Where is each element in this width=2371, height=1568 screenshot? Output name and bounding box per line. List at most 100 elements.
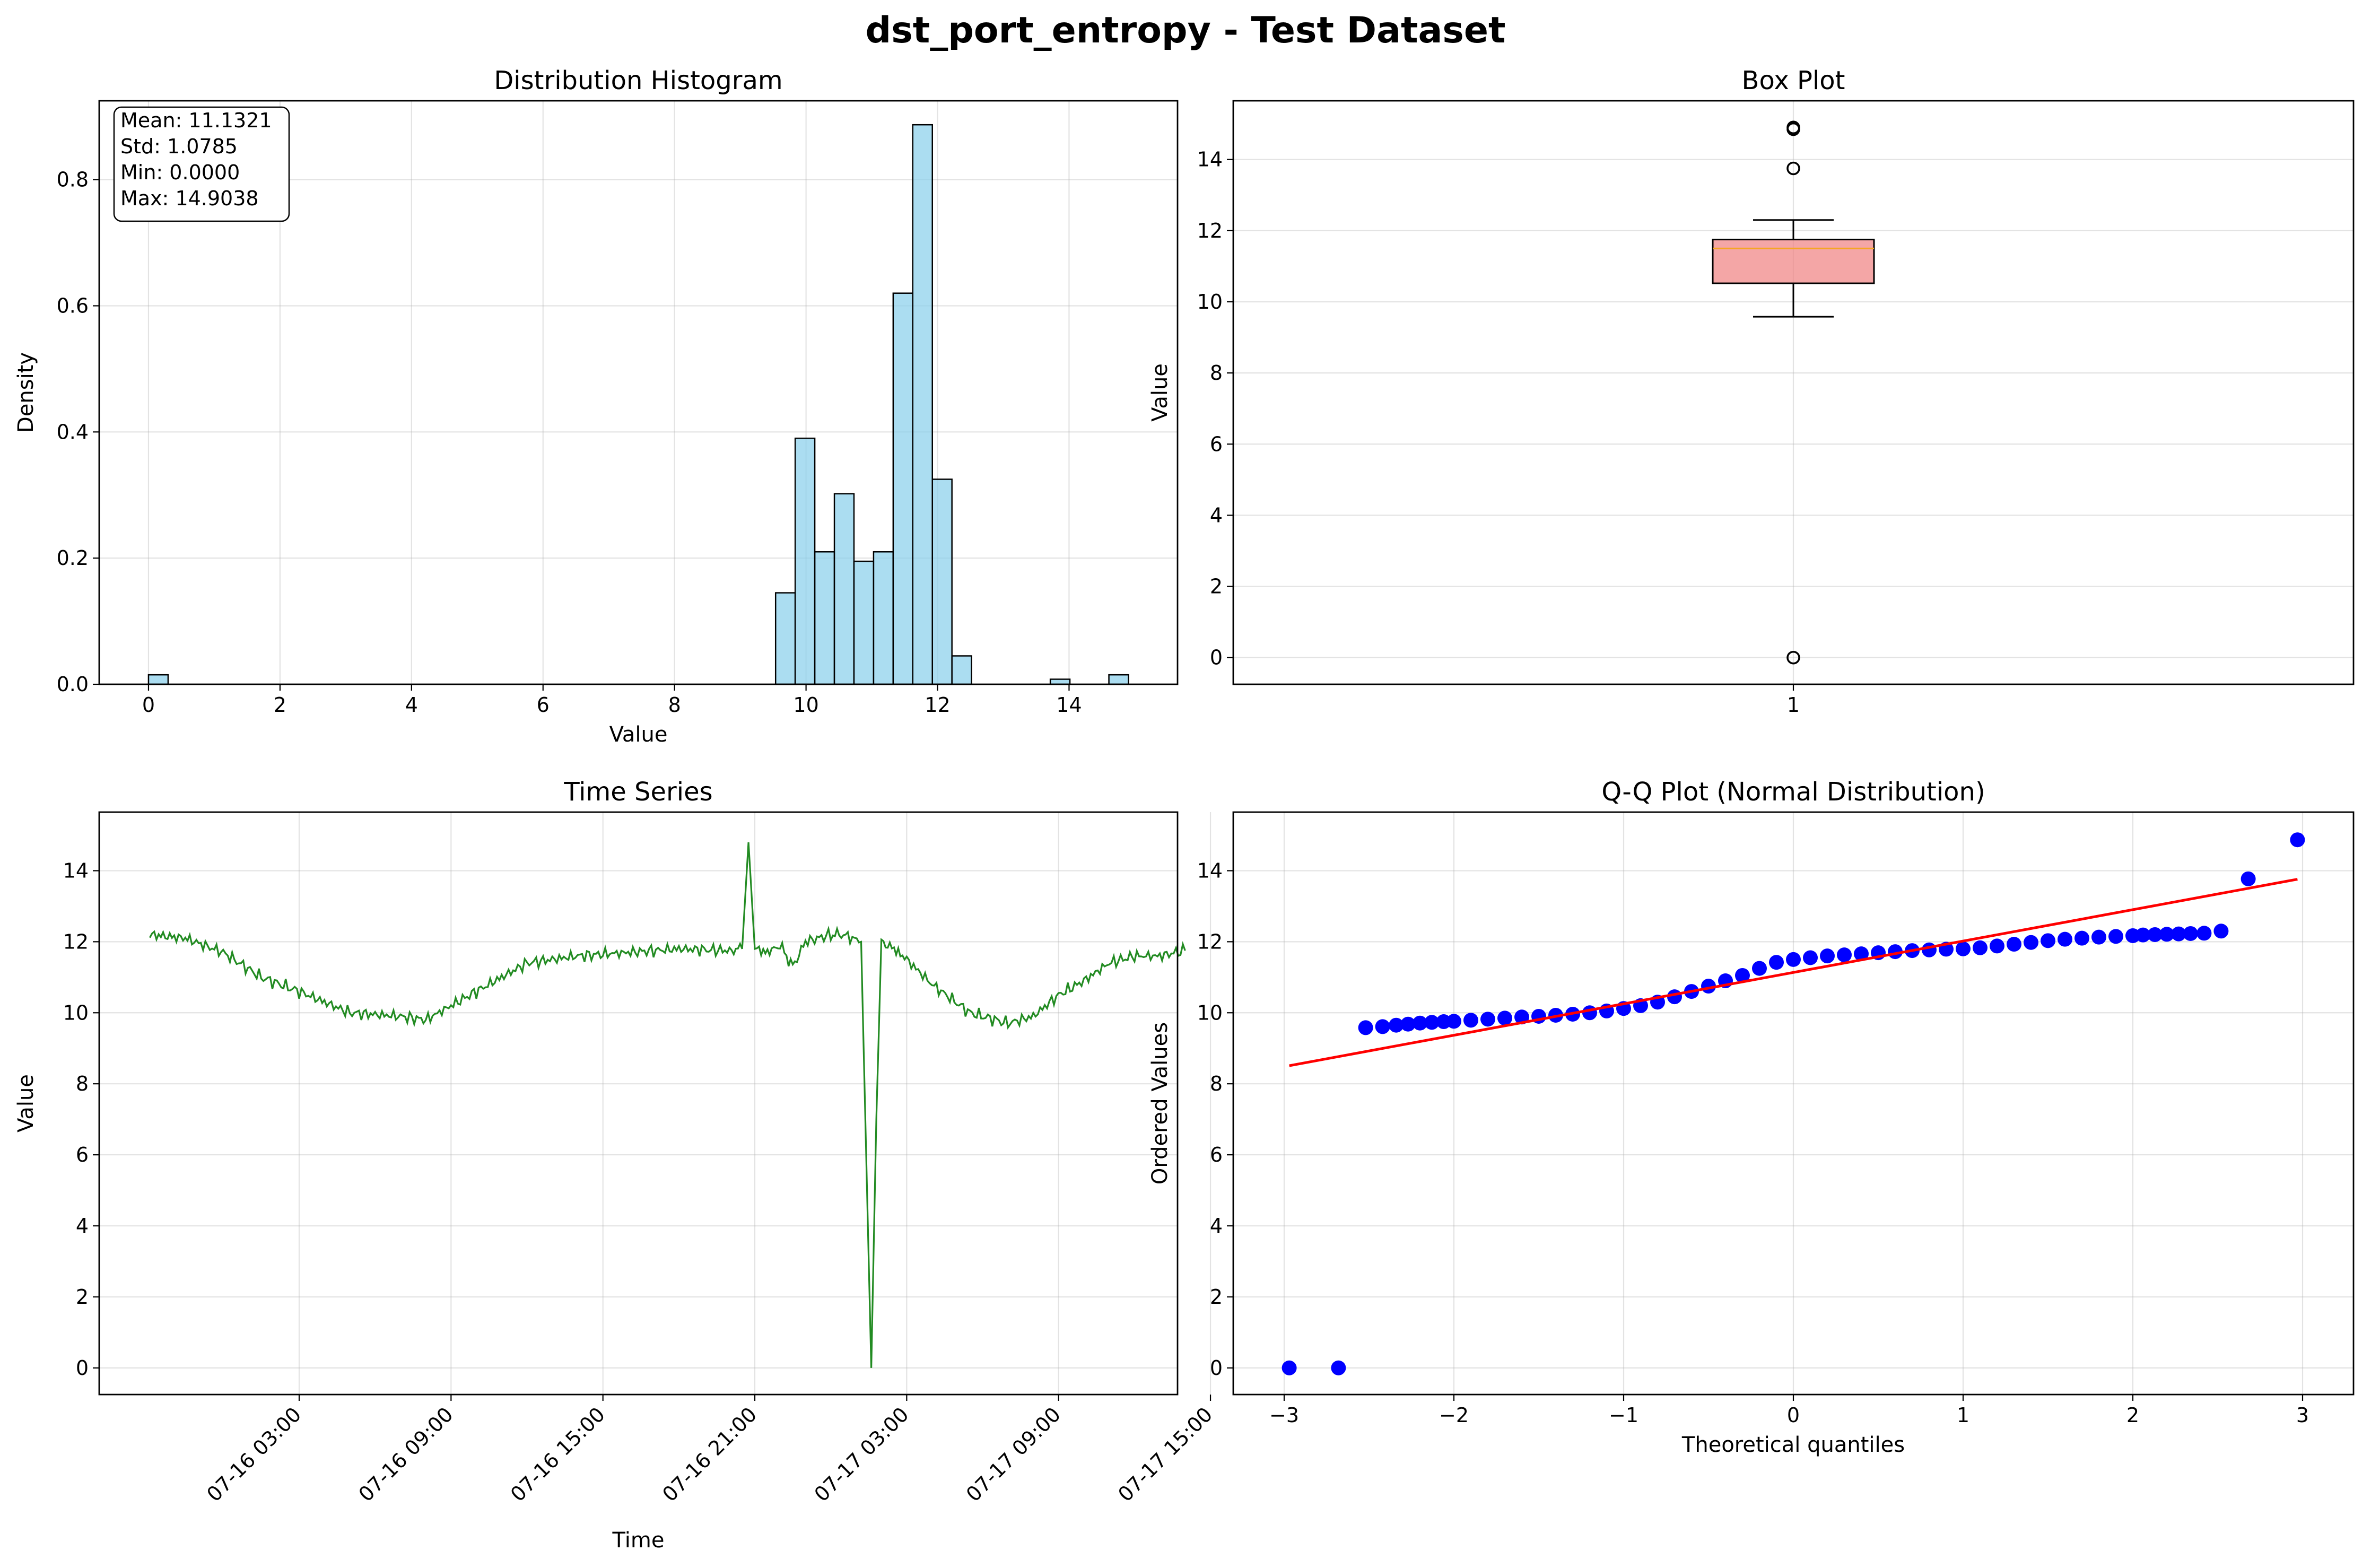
x-tick-label: −3 — [1269, 1404, 1299, 1427]
qq-point — [2241, 871, 2256, 886]
y-tick-label: 0.8 — [57, 168, 89, 191]
x-tick-label: 07-17 03:00 — [810, 1403, 913, 1506]
histogram-bar — [912, 124, 933, 685]
box-iqr — [1712, 239, 1875, 284]
y-tick-label: 6 — [76, 1143, 89, 1166]
panel-title: Box Plot — [1742, 66, 1845, 95]
x-axis-label: Time — [612, 1528, 665, 1553]
y-tick-label: 10 — [1197, 1001, 1223, 1024]
qq-point — [2147, 927, 2163, 942]
axes-frame — [98, 811, 1179, 1396]
qq-point — [1358, 1020, 1373, 1035]
histogram-bar — [794, 437, 816, 685]
qq-point — [1413, 1015, 1427, 1031]
qq-point — [1400, 1016, 1416, 1032]
y-tick-label: 12 — [1197, 930, 1223, 953]
qq-point — [2091, 929, 2106, 945]
y-tick-label: 14 — [63, 859, 89, 882]
qq-point — [1497, 1011, 1512, 1026]
figure-title: dst_port_entropy - Test Dataset — [866, 10, 1506, 51]
stats-line: Mean: 11.1321 — [120, 109, 272, 132]
qq-point — [1990, 938, 2004, 954]
x-axis-label: Theoretical quantiles — [1681, 1433, 1905, 1457]
x-tick-label: 07-16 03:00 — [202, 1403, 306, 1506]
qq-point — [2171, 926, 2186, 942]
x-tick-label: 07-17 15:00 — [1113, 1403, 1217, 1506]
box-plot-panel: 0 2 4 6 8 10 12 14 1 Box Plot Value — [1148, 66, 2355, 717]
stats-box — [113, 106, 290, 222]
histogram-bar — [1049, 678, 1071, 685]
histogram-bar — [833, 493, 855, 685]
qq-point — [2058, 931, 2072, 947]
axes-frame — [1232, 811, 2355, 1396]
y-axis-label: Value — [1148, 363, 1172, 422]
histogram-bar — [853, 560, 875, 685]
stats-line: Std: 1.0785 — [120, 135, 238, 158]
x-tick-label: 8 — [668, 693, 681, 717]
x-tick-label: 07-16 15:00 — [506, 1403, 609, 1506]
y-tick-label: 8 — [76, 1072, 89, 1095]
qq-point — [1769, 955, 1784, 970]
qq-point — [1922, 942, 1937, 957]
qq-point — [1424, 1015, 1440, 1030]
histogram-bar — [951, 655, 972, 685]
histogram-bar — [1108, 674, 1129, 685]
y-tick-label: 14 — [1197, 859, 1223, 882]
qq-fit-line — [1289, 878, 2298, 1067]
x-tick-label: 3 — [2296, 1404, 2309, 1427]
histogram-bar — [774, 592, 796, 685]
x-tick-label: 0 — [1787, 1404, 1800, 1427]
y-tick-label: 2 — [1210, 1285, 1223, 1309]
y-axis-label: Ordered Values — [1148, 1022, 1172, 1184]
qq-point — [1389, 1017, 1404, 1033]
x-tick-label: 4 — [405, 693, 418, 717]
qq-point — [2041, 933, 2055, 948]
x-axis-label: Value — [609, 722, 668, 747]
x-tick-label: 12 — [925, 693, 950, 717]
y-tick-label: 0.4 — [57, 420, 89, 443]
qq-point — [1463, 1013, 1478, 1028]
histogram-bar — [931, 478, 953, 685]
time-series-panel: 0 2 4 6 8 10 12 14 07-16 03:00 07-16 09:00 07-16 1… — [14, 777, 1217, 1553]
qq-point — [1446, 1014, 1461, 1029]
x-tick-label: 2 — [274, 693, 286, 717]
qq-point — [1375, 1019, 1390, 1034]
qq-point — [2007, 937, 2021, 952]
qq-point — [1854, 946, 1869, 962]
x-tick-label: −2 — [1439, 1404, 1469, 1427]
qq-point — [1820, 948, 1835, 964]
y-tick-label: 0 — [1210, 646, 1223, 669]
panel-title: Q-Q Plot (Normal Distribution) — [1601, 777, 1985, 807]
y-tick-label: 0.0 — [57, 673, 89, 696]
x-tick-label: 07-17 09:00 — [962, 1403, 1065, 1506]
y-tick-label: 6 — [1210, 432, 1223, 456]
y-tick-label: 12 — [1197, 219, 1223, 242]
y-tick-label: 8 — [1210, 361, 1223, 385]
x-tick-label: −1 — [1609, 1404, 1638, 1427]
y-axis-label: Density — [14, 352, 38, 433]
y-tick-label: 4 — [1210, 503, 1223, 527]
qq-point — [1837, 947, 1852, 963]
x-tick-label: 1 — [1957, 1404, 1969, 1427]
qq-point — [1735, 968, 1750, 983]
panel-title: Distribution Histogram — [494, 66, 782, 95]
y-tick-label: 4 — [1210, 1214, 1223, 1238]
x-tick-label: 2 — [2126, 1404, 2139, 1427]
qq-point — [1786, 952, 1801, 967]
stats-line: Max: 14.9038 — [120, 187, 259, 210]
qq-point — [1582, 1005, 1597, 1021]
qq-point — [1480, 1012, 1495, 1027]
qq-point — [1956, 941, 1971, 956]
histogram-bar — [147, 674, 169, 685]
outlier-point — [1786, 161, 1800, 176]
qq-point — [2024, 935, 2038, 950]
qq-point — [2108, 929, 2123, 944]
qq-point — [2196, 926, 2212, 941]
qq-point — [1282, 1360, 1297, 1375]
x-tick-label: 14 — [1056, 693, 1082, 717]
x-tick-label: 0 — [142, 693, 155, 717]
x-tick-label: 07-16 21:00 — [658, 1403, 761, 1506]
qq-point — [1803, 950, 1818, 965]
